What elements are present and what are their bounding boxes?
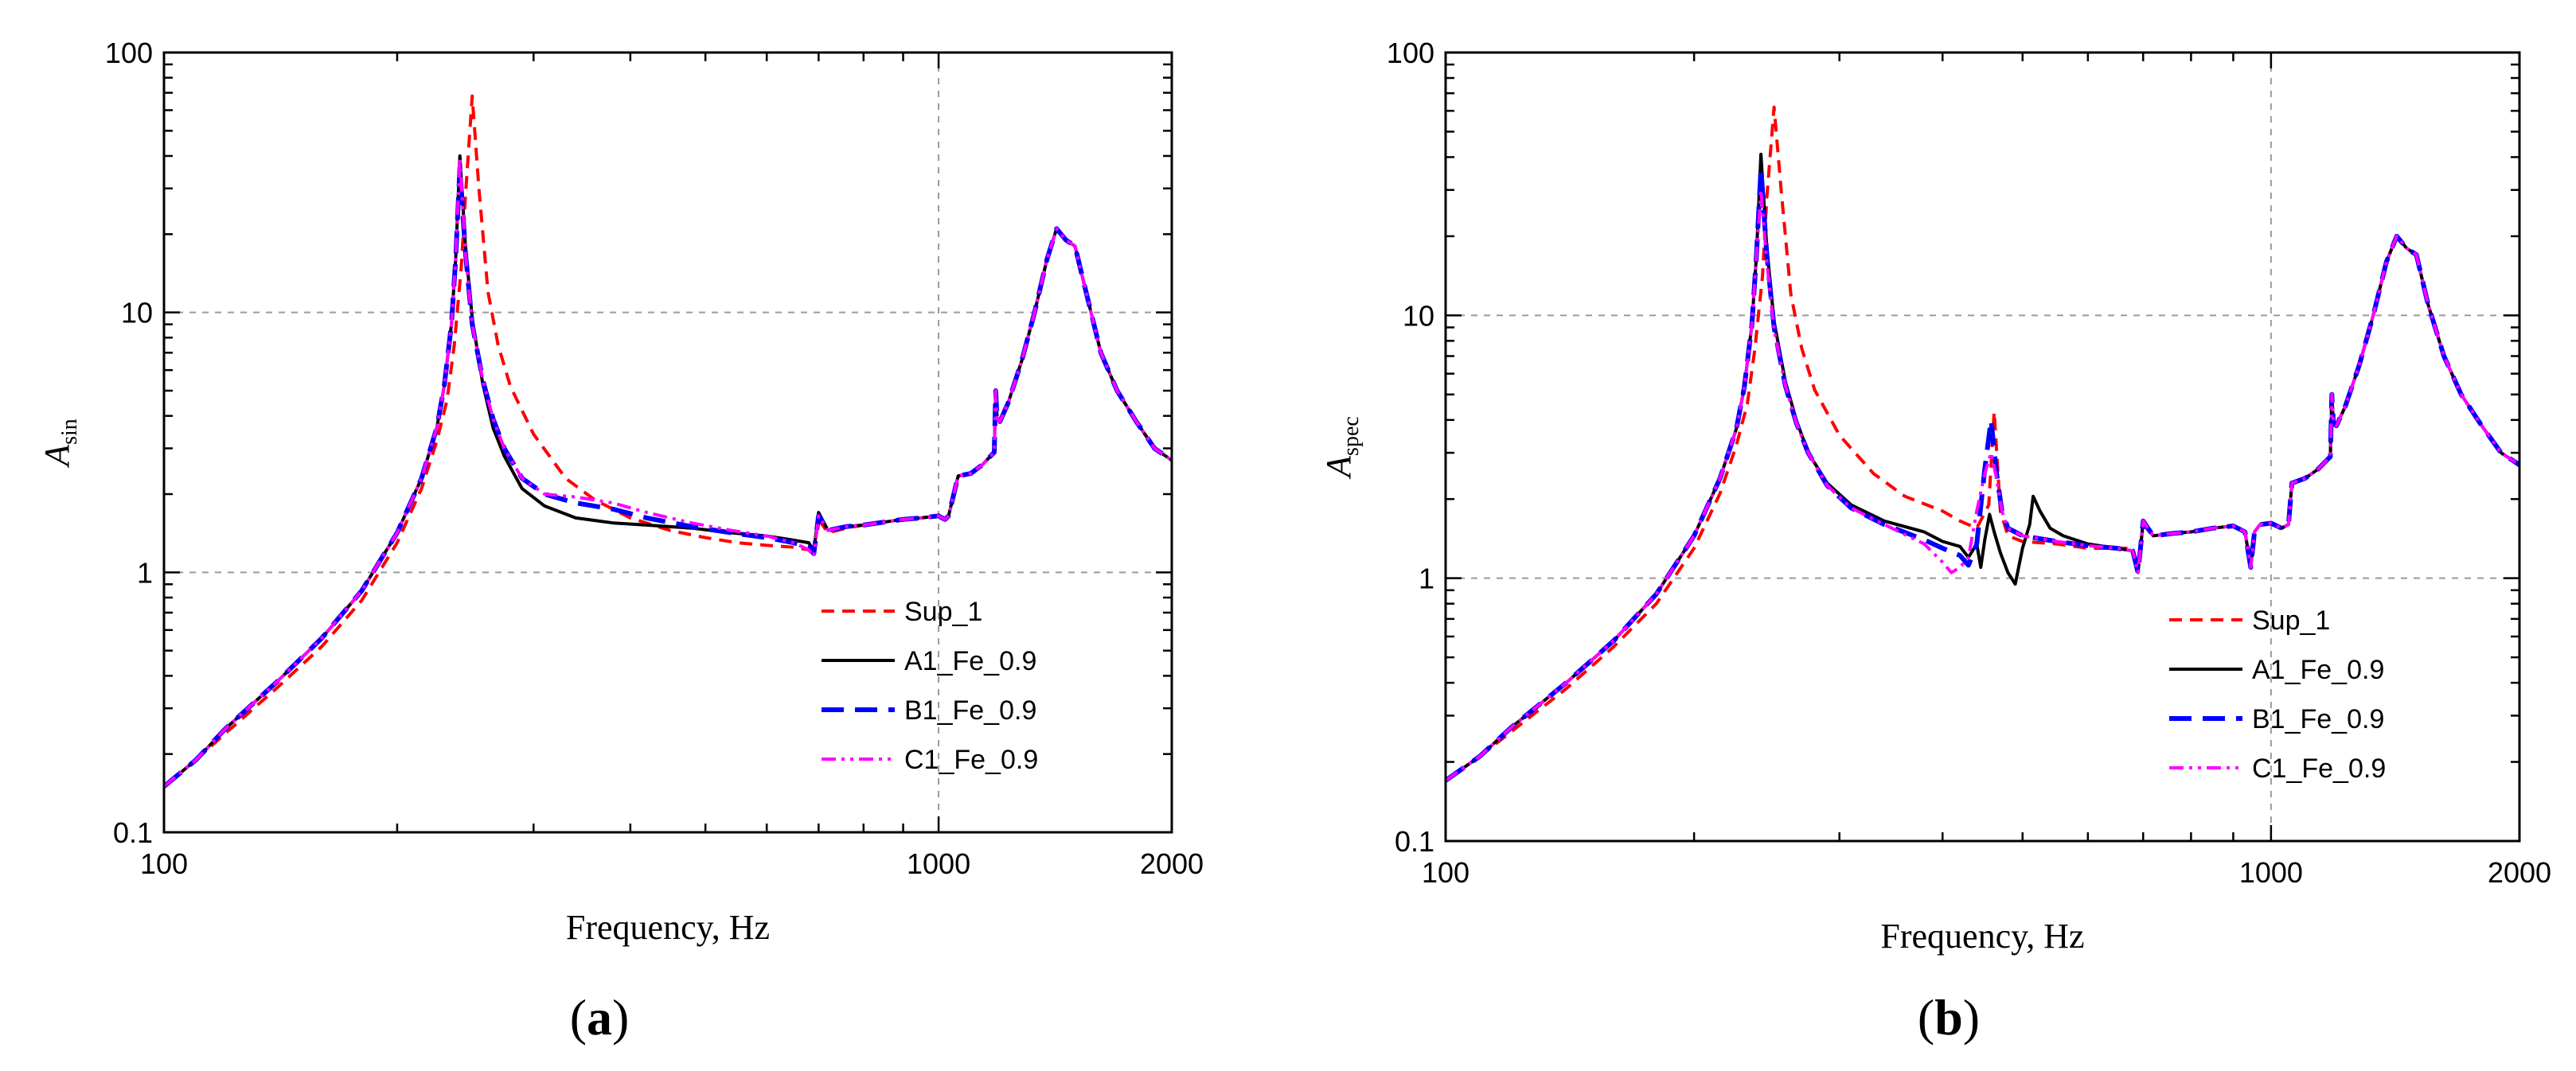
y-axis-label-sub: sin: [57, 419, 82, 445]
series-line-b1-fe-0-9: [1446, 166, 2519, 783]
y-axis-label-main: A: [1319, 455, 1358, 480]
x-tick-label: 100: [140, 847, 188, 880]
series-line-c1-fe-0-9: [164, 157, 1172, 789]
y-tick-label: 100: [105, 37, 153, 69]
grid: [164, 53, 1172, 832]
series-group: [1446, 105, 2519, 783]
y-tick-label: 0.1: [1395, 825, 1434, 858]
x-tick-label: 2000: [1140, 847, 1204, 880]
x-axis-label: Frequency, Hz: [1880, 917, 2084, 956]
y-tick-label: 1: [137, 556, 153, 589]
x-tick-label: 1000: [907, 847, 970, 880]
panel-label: (b): [1918, 989, 1980, 1046]
y-tick-label: 0.1: [113, 816, 153, 849]
legend-label: A1_Fe_0.9: [2252, 655, 2384, 685]
legend: Sup_1 A1_Fe_0.9 B1_Fe_0.9 C1_Fe_0.9: [822, 597, 1038, 775]
y-axis-label-sub: spec: [1339, 416, 1364, 456]
series-line-a1-fe-0-9: [1446, 152, 2519, 782]
axis-ticks: [162, 53, 1173, 834]
legend-label: Sup_1: [2252, 606, 2330, 636]
panel-paren-close: ): [612, 989, 629, 1046]
y-tick-label: 10: [1403, 299, 1434, 332]
series-line-b1-fe-0-9: [164, 165, 1172, 789]
y-axis-label: Aspec: [1319, 416, 1364, 480]
y-tick-label: 1: [1419, 563, 1434, 595]
chart-panel-a: 100 1000 2000 0.1 1 10 100 Frequency, Hz Asin Sup…: [37, 37, 1204, 1046]
chart-panel-b: 100 1000 2000 0.1 1 10 100 Frequency, Hz Aspec Su…: [1319, 37, 2551, 1046]
legend-label: C1_Fe_0.9: [904, 745, 1038, 775]
y-axis-label-main: A: [37, 444, 76, 469]
legend-label: A1_Fe_0.9: [904, 646, 1036, 676]
plot-frame: [1444, 51, 2521, 843]
series-line-a1-fe-0-9: [164, 154, 1172, 789]
panel-letter: a: [587, 989, 612, 1046]
panel-paren-open: (: [570, 989, 587, 1046]
y-tick-label: 10: [121, 297, 153, 329]
legend-label: B1_Fe_0.9: [2252, 704, 2384, 734]
panel-paren-close: ): [1963, 989, 1980, 1046]
y-axis-label: Asin: [37, 419, 82, 469]
legend-label: Sup_1: [904, 597, 982, 627]
panel-letter: b: [1934, 989, 1963, 1046]
x-axis-label: Frequency, Hz: [566, 908, 770, 947]
x-tick-label: 1000: [2239, 856, 2303, 889]
x-tick-label: 100: [1422, 856, 1469, 889]
x-tick-label: 2000: [2488, 856, 2551, 889]
panel-paren-open: (: [1918, 989, 1934, 1046]
legend-label: C1_Fe_0.9: [2252, 754, 2386, 784]
legend: Sup_1 A1_Fe_0.9 B1_Fe_0.9 C1_Fe_0.9: [2169, 606, 2386, 784]
y-tick-label: 100: [1387, 37, 1434, 69]
legend-label: B1_Fe_0.9: [904, 695, 1036, 726]
series-line-c1-fe-0-9: [1446, 188, 2519, 782]
grid: [1446, 53, 2519, 841]
panel-label: (a): [570, 989, 630, 1046]
axis-ticks: [1444, 53, 2521, 843]
series-line-sup-1: [164, 94, 1172, 789]
plot-frame: [162, 51, 1173, 834]
series-group: [164, 94, 1172, 789]
